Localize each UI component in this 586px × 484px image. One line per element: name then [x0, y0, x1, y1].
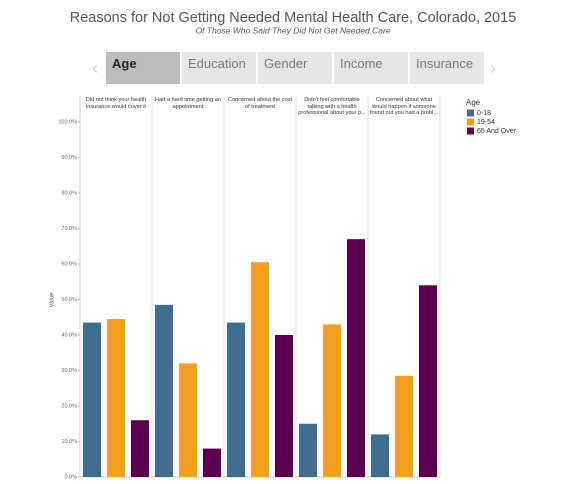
y-tick-label: 100.0% [58, 119, 77, 125]
bar [131, 420, 149, 477]
panel-header: Concerned about the cost of treatment [227, 97, 293, 110]
bar [299, 423, 317, 477]
chart-title: Reasons for Not Getting Needed Mental He… [70, 10, 517, 26]
legend-swatch [467, 109, 474, 117]
y-axis-title: Value [50, 292, 56, 308]
tab[interactable]: Gender [258, 52, 332, 84]
panel-header-box: Didn't feel comfortable talking with a h… [298, 97, 366, 116]
bar [227, 322, 245, 477]
next-arrow[interactable]: › [490, 58, 496, 78]
panel-header: Didn't feel comfortable talking with a h… [298, 97, 366, 116]
tab[interactable]: Income [334, 52, 408, 84]
y-tick-label: 90.0% [61, 155, 77, 161]
panel-header-box: Concerned about what would happen if som… [369, 97, 439, 116]
bar [203, 448, 221, 477]
y-tick-label: 0.0% [64, 474, 77, 480]
panel-header-box: Had a hard time getting an appointment [155, 97, 221, 110]
y-tick-label: 80.0% [61, 190, 77, 196]
legend-swatch [467, 127, 474, 135]
chart-subtitle: Of Those Who Said They Did Not Get Neede… [195, 25, 390, 35]
panel-header: Concerned about what would happen if som… [369, 97, 439, 116]
bar [83, 322, 101, 477]
bar [371, 434, 389, 477]
legend-label: 0-18 [477, 110, 491, 117]
bar [275, 335, 293, 477]
legend-title: Age [466, 98, 481, 107]
legend-swatch [467, 118, 474, 126]
panel-header-box: Did not think your health insurance woul… [85, 97, 147, 110]
y-tick-label: 40.0% [61, 332, 77, 338]
panel-header: Did not think your health insurance woul… [85, 97, 147, 110]
bar [107, 319, 125, 477]
panel-header-box: Concerned about the cost of treatment [227, 97, 293, 110]
y-tick-label: 20.0% [61, 403, 77, 409]
bar [323, 324, 341, 477]
bar [419, 285, 437, 477]
y-tick-label: 70.0% [61, 226, 77, 232]
tab[interactable]: Insurance [410, 52, 484, 84]
bar [179, 363, 197, 477]
bar [395, 375, 413, 477]
tab[interactable]: Age [106, 52, 180, 84]
prev-arrow[interactable]: ‹ [92, 58, 98, 78]
tab[interactable]: Education [182, 52, 256, 84]
bar [155, 304, 173, 477]
legend-label: 65 And Over [477, 128, 517, 135]
y-tick-label: 10.0% [61, 439, 77, 445]
panel-header: Had a hard time getting an appointment [155, 97, 221, 110]
y-tick-label: 30.0% [61, 368, 77, 374]
y-tick-label: 60.0% [61, 261, 77, 267]
bar [347, 239, 365, 477]
y-tick-label: 50.0% [61, 297, 77, 303]
bar [251, 262, 269, 477]
legend-label: 19-54 [477, 119, 495, 126]
